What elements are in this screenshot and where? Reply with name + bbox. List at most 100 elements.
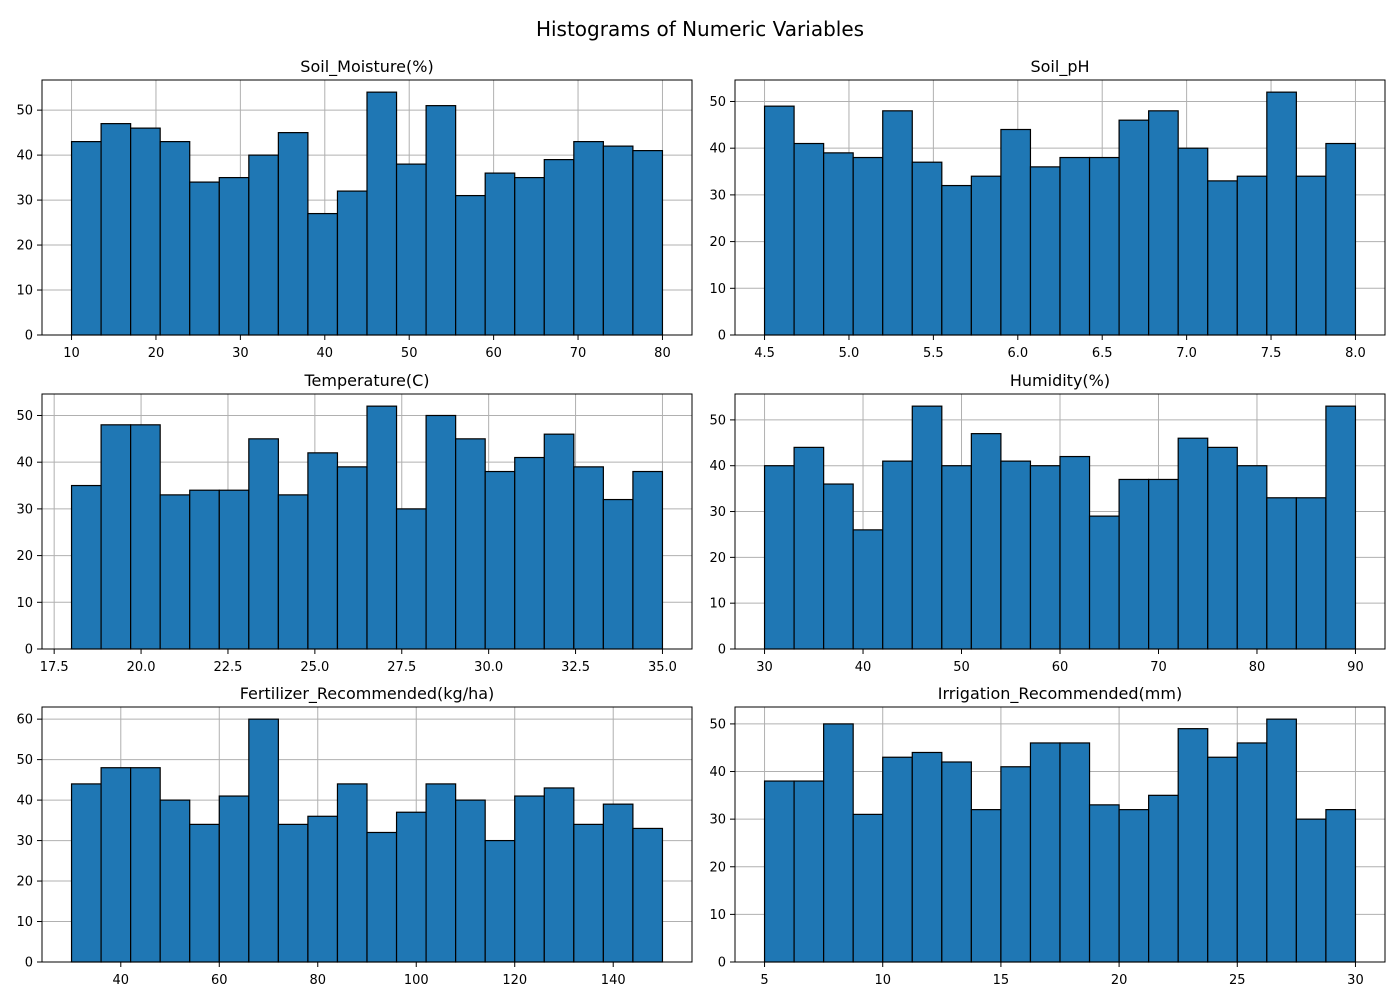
y-tick-label: 0: [25, 329, 33, 344]
histogram-bar: [307, 452, 339, 650]
histogram-bar: [1088, 156, 1120, 336]
x-tick-label: 7.0: [1176, 346, 1197, 361]
x-tick-label: 90: [1347, 660, 1364, 675]
histogram-bar: [793, 142, 825, 336]
histogram-temperature-c: 17.5 20.0 22.5 25.0 27.5 30.0 32.5 35.0 0 10 20 30 4…: [16, 371, 693, 675]
histogram-bar: [823, 152, 854, 336]
histogram-bar: [632, 827, 664, 963]
histogram-bar: [1029, 465, 1061, 650]
histogram-bar: [1088, 515, 1120, 650]
y-tick-label: 40: [16, 456, 33, 471]
histogram-bar: [1236, 175, 1268, 336]
y-tick-label: 10: [16, 284, 33, 299]
histogram-bar: [1325, 142, 1357, 336]
histogram-bar: [130, 424, 161, 650]
histogram-bar: [70, 141, 102, 336]
x-tick-label: 27.5: [387, 660, 416, 675]
x-tick-label: 20: [148, 346, 165, 361]
histogram-bar: [852, 156, 884, 336]
x-tick-label: 50: [401, 346, 418, 361]
histogram-bar: [366, 405, 398, 650]
x-tick-label: 80: [1249, 660, 1266, 675]
y-tick-label: 40: [16, 794, 33, 809]
histogram-bar: [970, 175, 1002, 336]
x-tick-label: 20: [1111, 973, 1128, 988]
x-tick-label: 5: [760, 973, 768, 988]
axes-frame: [734, 706, 1386, 963]
histogram-bar: [189, 181, 220, 336]
y-tick-label: 40: [709, 142, 726, 157]
histogram-bar: [189, 489, 220, 650]
histogram-bar: [159, 494, 191, 650]
histogram-bar: [248, 718, 279, 963]
histogram-bar: [763, 465, 795, 650]
y-tick-label: 0: [718, 329, 726, 344]
x-tick-label: 40: [317, 346, 334, 361]
axes-frame: [734, 79, 1386, 336]
histogram-bar: [970, 809, 1002, 963]
histogram-bar: [484, 172, 516, 336]
y-tick-label: 30: [709, 188, 726, 203]
histogram-bar: [455, 799, 486, 963]
x-tick-label: 25.0: [300, 660, 329, 675]
histogram-humidity: 30 40 50 60 70 80 90 0 10 20 30 40 50 Humidity(%): [709, 371, 1386, 675]
histogram-bar: [100, 424, 132, 650]
x-tick-label: 70: [570, 346, 587, 361]
histogram-bar: [100, 123, 132, 336]
histogram-bar: [852, 529, 884, 650]
y-tick-label: 40: [709, 765, 726, 780]
x-tick-label: 40: [113, 973, 130, 988]
histogram-bar: [1236, 742, 1268, 963]
histogram-bar: [307, 815, 339, 963]
y-tick-label: 50: [709, 95, 726, 110]
histogram-bar: [1266, 497, 1297, 650]
histogram-bar: [455, 438, 486, 650]
histogram-bar: [336, 466, 368, 650]
x-tick-label: 4.5: [754, 346, 775, 361]
histogram-bar: [793, 780, 825, 963]
y-tick-label: 10: [709, 282, 726, 297]
histogram-bar: [941, 761, 972, 963]
y-tick-label: 60: [16, 713, 33, 728]
histogram-bar: [70, 484, 102, 650]
histogram-bar: [1266, 91, 1297, 336]
y-tick-label: 20: [16, 239, 33, 254]
y-tick-label: 50: [709, 717, 726, 732]
x-tick-label: 140: [601, 973, 626, 988]
histogram-bar: [573, 823, 604, 963]
x-tick-label: 100: [404, 973, 429, 988]
histogram-bar: [1266, 718, 1297, 963]
y-tick-label: 30: [709, 813, 726, 828]
histogram-bar: [248, 438, 279, 650]
histogram-bar: [336, 783, 368, 963]
histogram-bar: [1295, 175, 1327, 336]
x-tick-label: 80: [654, 346, 671, 361]
histogram-bar: [1207, 756, 1238, 963]
histogram-bar: [911, 751, 943, 963]
histogram-soil-moisture: 10 20 30 40 50 60 70 80 0 10 20 30 40 50 Soil_Moisture…: [16, 57, 693, 361]
histogram-bar: [514, 795, 545, 963]
histogram-bar: [882, 756, 913, 963]
x-tick-label: 6.5: [1092, 346, 1113, 361]
histogram-bar: [1000, 128, 1032, 336]
histogram-bar: [277, 823, 309, 963]
x-tick-label: 60: [211, 973, 228, 988]
x-tick-label: 120: [502, 973, 527, 988]
histogram-bar: [1029, 166, 1061, 336]
histogram-bar: [1148, 110, 1179, 336]
histogram-bar: [395, 508, 427, 650]
x-tick-label: 32.5: [561, 660, 590, 675]
histogram-bar: [573, 466, 604, 650]
histogram-bar: [307, 212, 339, 336]
y-tick-label: 10: [16, 596, 33, 611]
x-tick-label: 35.0: [648, 660, 677, 675]
histogram-bar: [1148, 478, 1179, 650]
x-tick-label: 6.0: [1007, 346, 1028, 361]
y-tick-label: 40: [709, 459, 726, 474]
y-tick-label: 30: [16, 834, 33, 849]
x-tick-label: 22.5: [213, 660, 242, 675]
x-tick-label: 30: [1347, 973, 1364, 988]
panel-title: Humidity(%): [1010, 371, 1110, 390]
histogram-bar: [543, 159, 575, 336]
y-tick-label: 20: [16, 875, 33, 890]
